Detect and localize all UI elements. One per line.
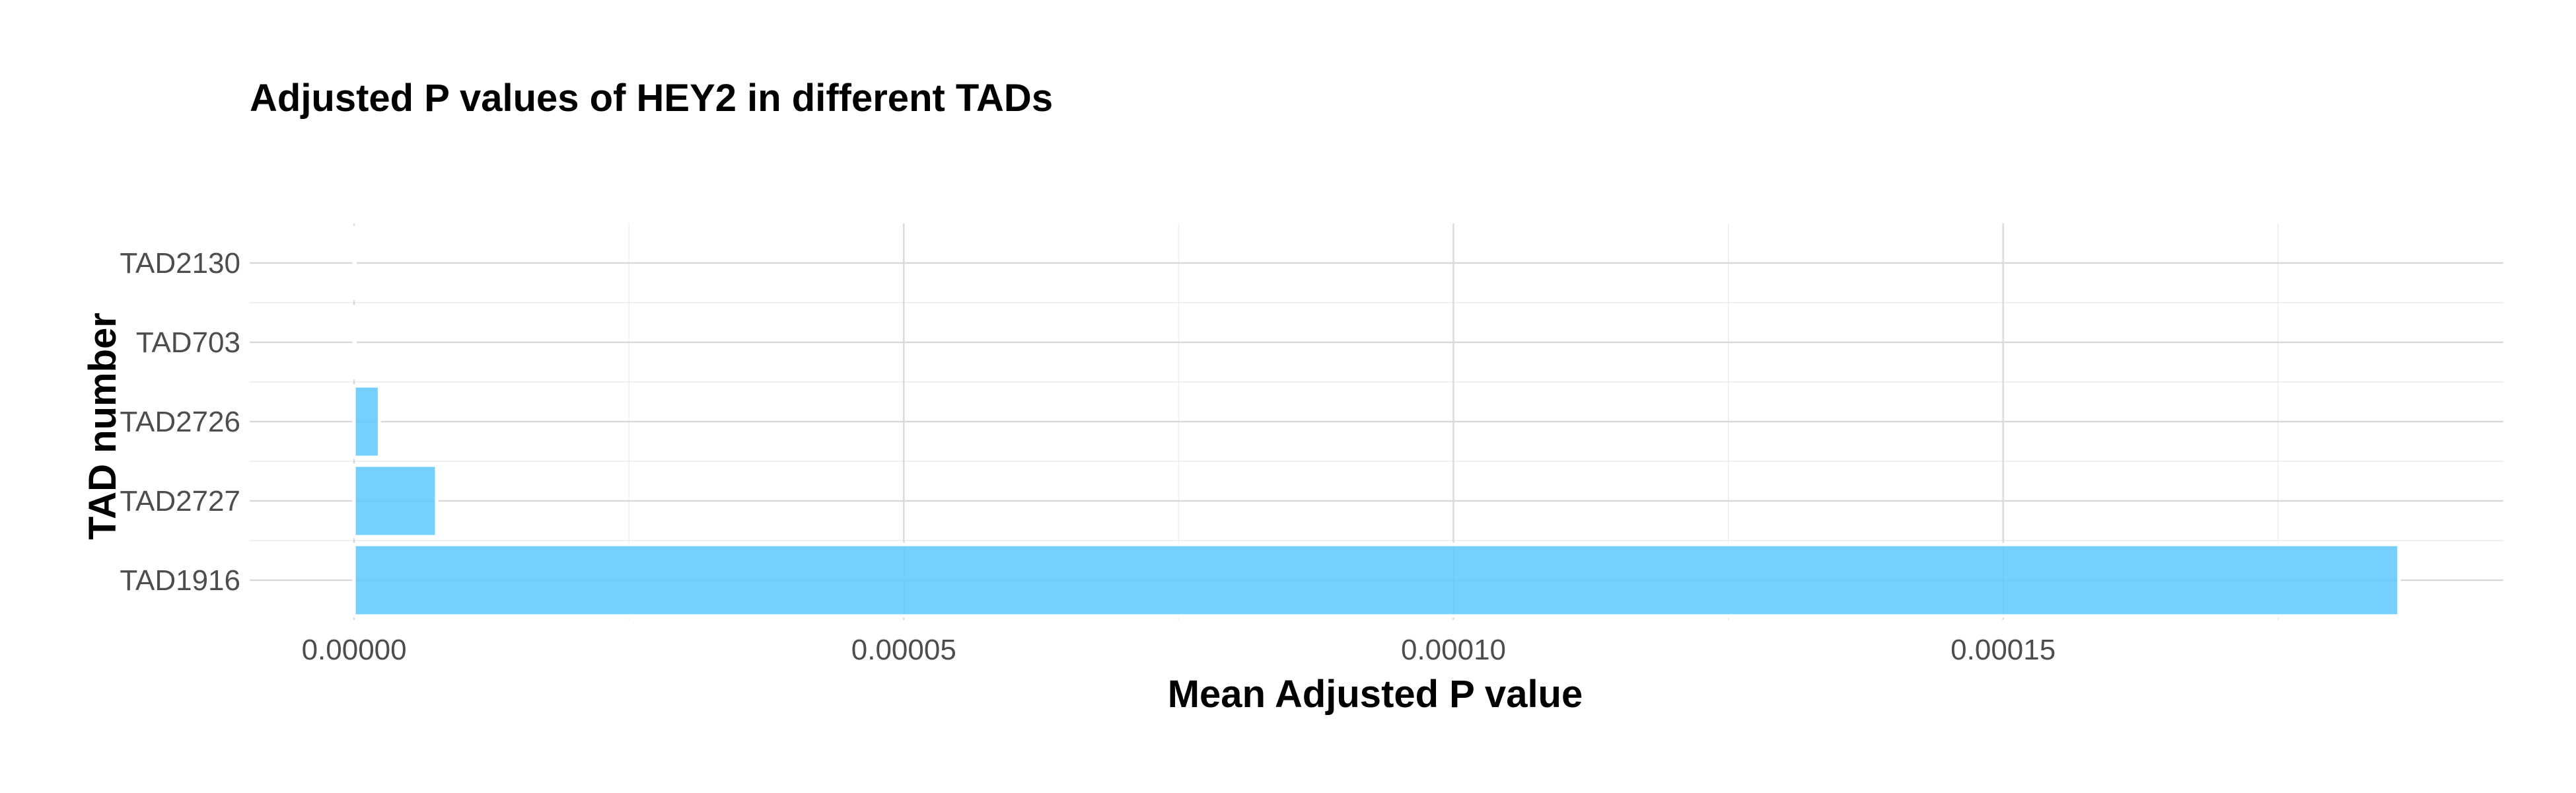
x-tick-label: 0.00000 — [302, 634, 407, 666]
bar-tad2726 — [352, 384, 381, 459]
y-tick-labels: TAD1916 TAD2727 TAD2726 TAD703 TAD2130 — [120, 247, 240, 597]
bar-tad2130 — [352, 225, 357, 301]
bars — [352, 225, 2401, 618]
x-tick-label: 0.00015 — [1950, 634, 2056, 666]
y-tick-label: TAD1916 — [120, 564, 240, 597]
x-tick-label: 0.00005 — [851, 634, 956, 666]
y-axis-title: TAD number — [81, 313, 124, 540]
x-tick-labels: 0.00000 0.00005 0.00010 0.00015 — [302, 634, 2056, 666]
y-tick-label: TAD703 — [136, 326, 240, 359]
bar-tad1916 — [352, 543, 2401, 618]
y-tick-label: TAD2727 — [120, 485, 240, 517]
x-axis-title: Mean Adjusted P value — [1168, 673, 1583, 716]
bar-tad703 — [352, 305, 357, 380]
x-tick-label: 0.00010 — [1401, 634, 1506, 666]
y-tick-label: TAD2130 — [120, 247, 240, 280]
y-tick-label: TAD2726 — [120, 406, 240, 438]
chart-title: Adjusted P values of HEY2 in different T… — [250, 77, 1053, 120]
bar-tad2727 — [352, 463, 439, 539]
